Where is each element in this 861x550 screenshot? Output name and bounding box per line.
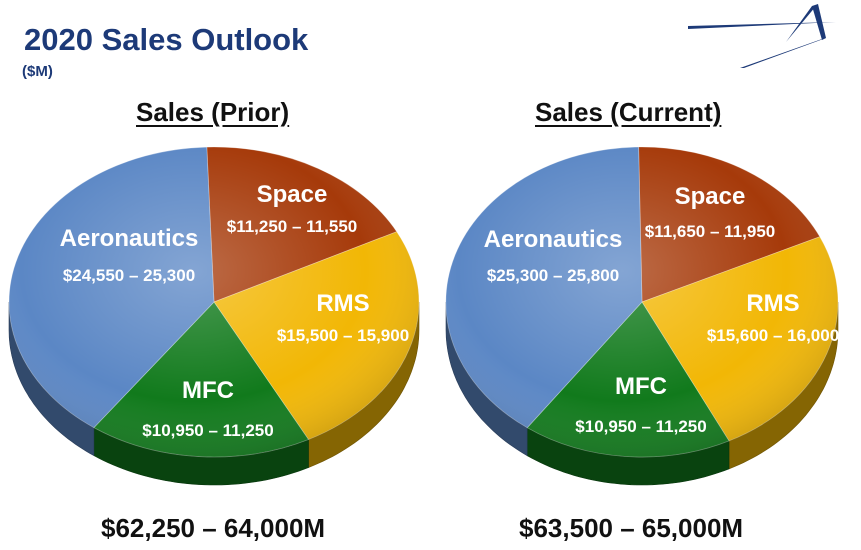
total-prior: $62,250 – 64,000M	[101, 513, 326, 543]
pie-shading	[446, 147, 838, 457]
chart-title-prior: Sales (Prior)	[136, 97, 290, 127]
slice-label-rms: RMS	[316, 290, 369, 317]
star-logo-icon	[688, 4, 836, 68]
slice-value-aeronautics: $25,300 – 25,800	[487, 266, 619, 285]
slice-label-space: Space	[675, 183, 746, 210]
slice-label-space: Space	[257, 181, 328, 208]
slice-label-mfc: MFC	[182, 377, 234, 404]
chart-title-current: Sales (Current)	[535, 97, 722, 127]
page-title: 2020 Sales Outlook	[24, 22, 309, 57]
slice-label-mfc: MFC	[615, 373, 667, 400]
slice-label-aeronautics: Aeronautics	[484, 226, 623, 253]
pie-shading	[9, 147, 419, 457]
total-current: $63,500 – 65,000M	[519, 513, 744, 543]
page-subtitle: ($M)	[22, 63, 53, 80]
pie-chart-current: Space $11,650 – 11,950 RMS $15,600 – 16,000…	[445, 146, 839, 486]
slice-label-rms: RMS	[746, 290, 799, 317]
slice-label-aeronautics: Aeronautics	[60, 225, 199, 252]
slice-value-aeronautics: $24,550 – 25,300	[63, 266, 195, 285]
pie-chart-prior: Space $11,250 – 11,550 RMS $15,500 – 15,900…	[8, 146, 420, 486]
slice-value-space: $11,250 – 11,550	[227, 217, 357, 236]
slice-value-space: $11,650 – 11,950	[645, 222, 775, 241]
slice-value-mfc: $10,950 – 11,250	[142, 421, 273, 440]
slice-value-rms: $15,600 – 16,000	[707, 326, 839, 345]
slice-value-rms: $15,500 – 15,900	[277, 326, 409, 345]
slice-value-mfc: $10,950 – 11,250	[575, 417, 706, 436]
